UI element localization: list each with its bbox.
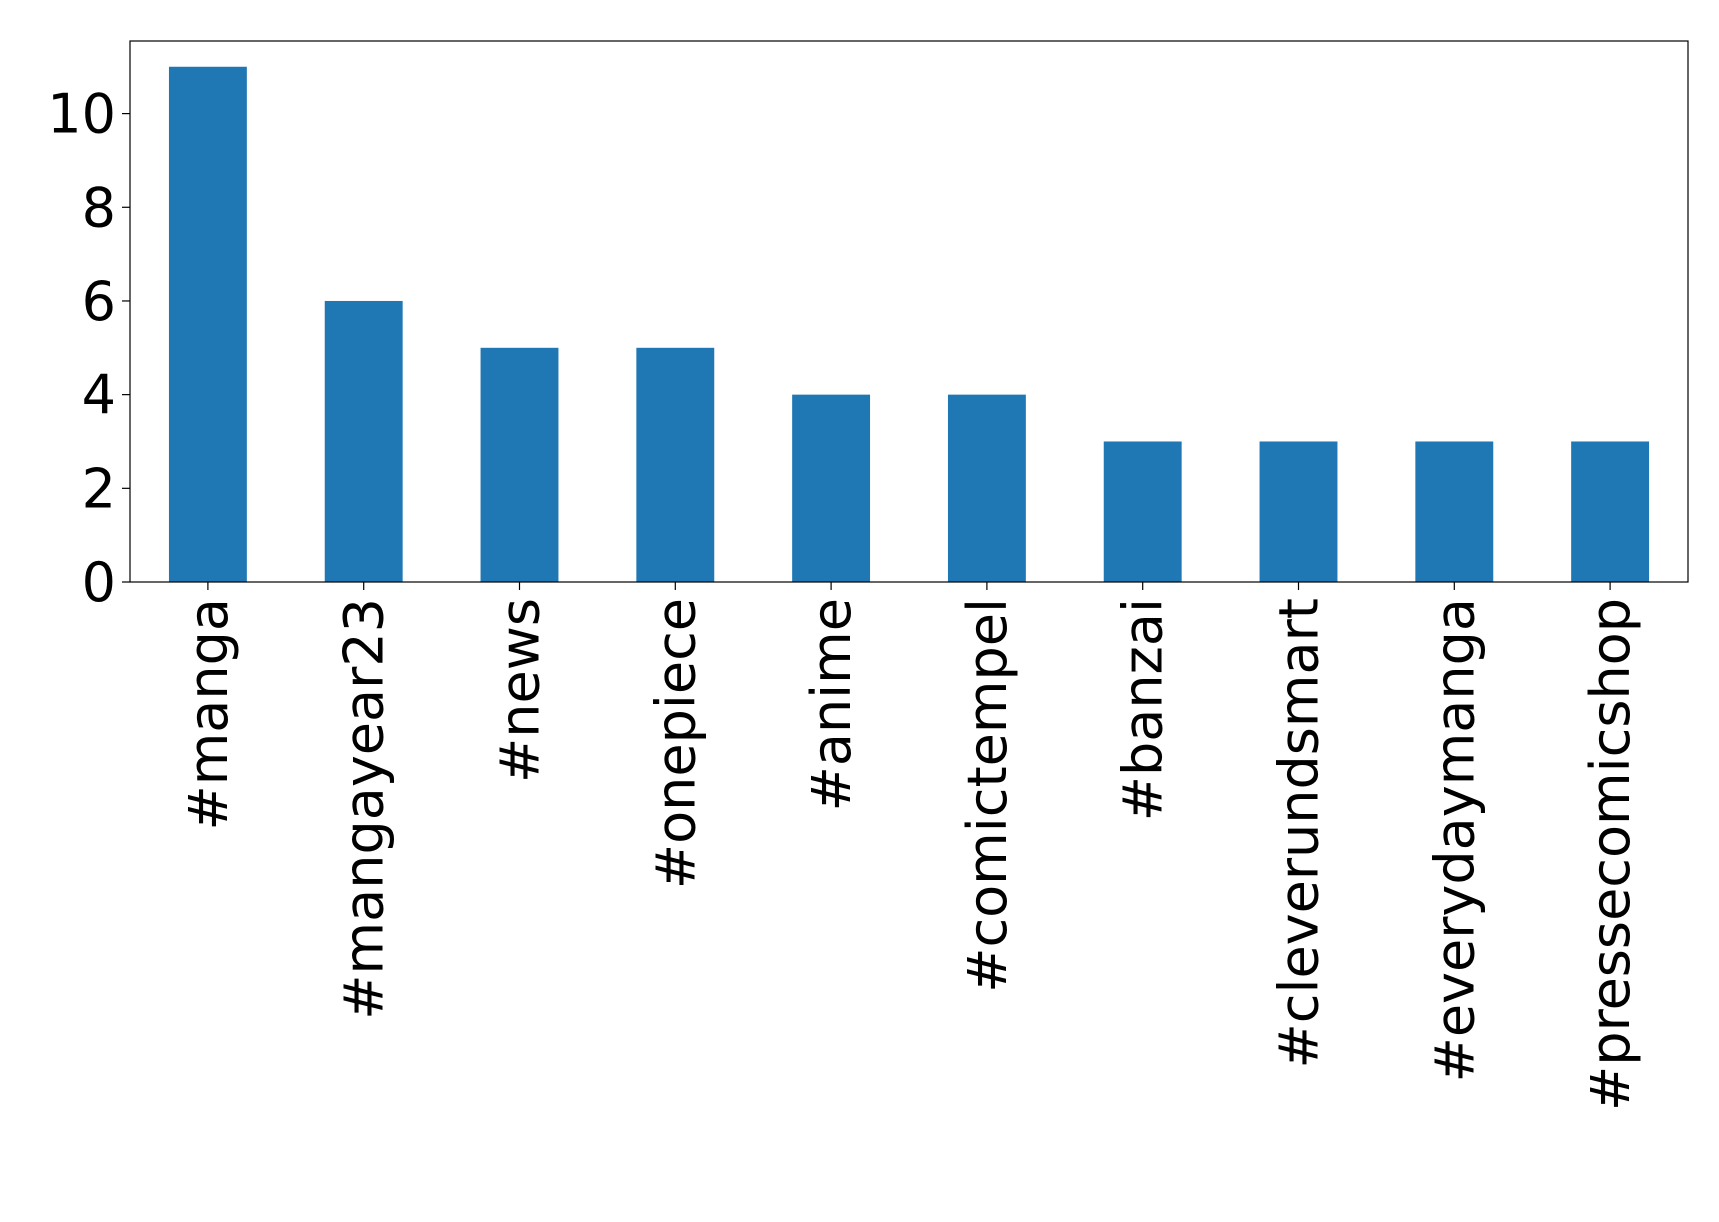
- y-tick-label: 8: [82, 176, 116, 239]
- x-tick-label: #cleverundsmart: [1268, 598, 1331, 1068]
- bar: [1103, 441, 1182, 582]
- x-tick-label: #news: [489, 598, 552, 783]
- y-tick-label: 6: [82, 270, 116, 333]
- x-tick-label: #onepiece: [644, 598, 707, 889]
- x-tick-label: #anime: [800, 598, 863, 811]
- x-tick-label: #banzai: [1112, 598, 1175, 821]
- x-tick-label: #everydaymanga: [1423, 598, 1486, 1082]
- y-tick-label: 10: [47, 83, 116, 146]
- x-tick-label: #pressecomicshop: [1579, 598, 1642, 1111]
- bar: [324, 300, 403, 582]
- y-tick-label: 4: [82, 364, 116, 427]
- x-tick-label: #comictempel: [956, 598, 1019, 993]
- bar: [1415, 441, 1494, 582]
- bar: [636, 347, 715, 582]
- plot-frame: [129, 40, 1689, 583]
- bar: [792, 394, 871, 582]
- bar: [480, 347, 559, 582]
- y-tick-label: 0: [82, 551, 116, 614]
- x-tick-label: #mangayear23: [333, 598, 396, 1020]
- bar: [1259, 441, 1338, 582]
- bar: [168, 66, 247, 582]
- x-tick-label: #manga: [177, 598, 240, 831]
- y-tick-label: 2: [82, 457, 116, 520]
- bar: [1571, 441, 1650, 582]
- bar: [947, 394, 1026, 582]
